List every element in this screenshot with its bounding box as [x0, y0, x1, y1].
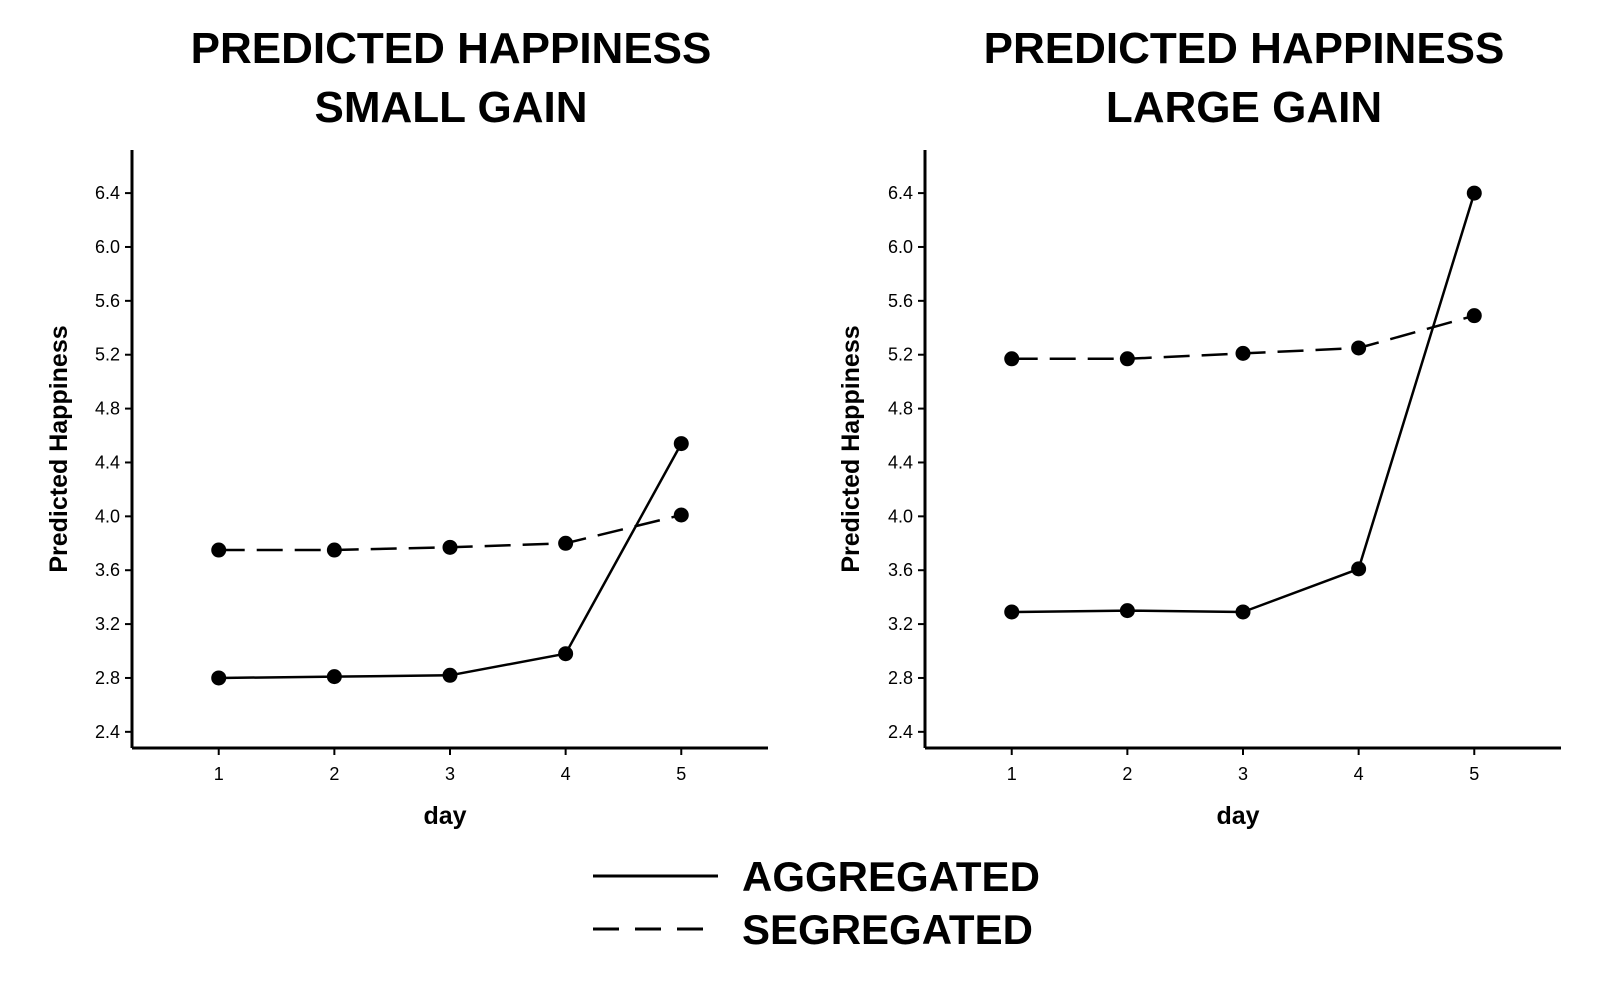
y-tick-label: 5.2 — [95, 345, 120, 365]
chart-small-gain: PREDICTED HAPPINESS SMALL GAIN 2.4 2.8 3.2 3.… — [45, 24, 768, 830]
y-tick-label: 3.6 — [95, 560, 120, 580]
data-point-aggregated — [211, 670, 227, 686]
data-point-segregated — [442, 539, 458, 555]
data-point-segregated — [1004, 351, 1020, 367]
y-tick-label: 5.2 — [888, 345, 913, 365]
chart-title-line: PREDICTED HAPPINESS — [984, 24, 1505, 73]
y-tick-label: 2.4 — [95, 722, 120, 742]
x-tick-label: 1 — [1007, 764, 1017, 784]
y-tick-label: 5.6 — [95, 291, 120, 311]
data-point-aggregated — [1466, 185, 1482, 201]
data-point-segregated — [1466, 308, 1482, 324]
data-point-segregated — [558, 535, 574, 551]
y-tick-label: 3.2 — [95, 614, 120, 634]
legend-label-segregated: SEGREGATED — [742, 906, 1033, 953]
x-tick-label: 2 — [1122, 764, 1132, 784]
x-tick-label: 3 — [1238, 764, 1248, 784]
x-axis-label: day — [423, 802, 466, 830]
data-point-segregated — [1119, 351, 1135, 367]
y-axis-label: Predicted Happiness — [45, 325, 73, 572]
data-point-segregated — [1235, 345, 1251, 361]
series-line-aggregated — [218, 442, 683, 680]
y-tick-label: 6.0 — [95, 237, 120, 257]
y-tick-label: 5.6 — [888, 291, 913, 311]
chart-title-line: PREDICTED HAPPINESS — [191, 24, 712, 73]
y-tick-label: 3.6 — [888, 560, 913, 580]
chart-large-gain: PREDICTED HAPPINESS LARGE GAIN 2.4 2.8 3.2 3.… — [837, 24, 1561, 830]
series-line-aggregated — [1011, 192, 1476, 614]
data-point-aggregated — [1119, 603, 1135, 619]
legend: AGGREGATED SEGREGATED — [593, 853, 1040, 953]
x-axis-label: day — [1216, 802, 1259, 830]
data-point-segregated — [326, 542, 342, 558]
x-tick-label: 4 — [561, 764, 571, 784]
y-tick-label: 6.4 — [95, 183, 120, 203]
y-tick-label: 2.4 — [888, 722, 913, 742]
data-point-aggregated — [558, 646, 574, 662]
y-tick-label: 6.0 — [888, 237, 913, 257]
y-tick-label: 4.0 — [888, 506, 913, 526]
data-point-aggregated — [442, 667, 458, 683]
x-tick-label: 5 — [676, 764, 686, 784]
y-tick-label: 4.8 — [888, 399, 913, 419]
y-tick-label: 2.8 — [95, 668, 120, 688]
data-point-aggregated — [1004, 604, 1020, 620]
x-tick-label: 2 — [329, 764, 339, 784]
data-point-aggregated — [673, 436, 689, 452]
y-tick-label: 4.0 — [95, 506, 120, 526]
y-axis-label: Predicted Happiness — [837, 325, 865, 572]
y-tick-label: 4.4 — [95, 452, 120, 472]
data-point-segregated — [1351, 340, 1367, 356]
data-point-aggregated — [1235, 604, 1251, 620]
y-tick-label: 4.8 — [95, 399, 120, 419]
data-point-segregated — [211, 542, 227, 558]
y-tick-label: 6.4 — [888, 183, 913, 203]
legend-label-aggregated: AGGREGATED — [742, 853, 1040, 900]
x-tick-label: 4 — [1354, 764, 1364, 784]
chart-title-line: LARGE GAIN — [1106, 83, 1382, 132]
x-tick-label: 3 — [445, 764, 455, 784]
y-tick-label: 2.8 — [888, 668, 913, 688]
y-tick-label: 4.4 — [888, 452, 913, 472]
data-point-segregated — [673, 507, 689, 523]
data-point-aggregated — [326, 669, 342, 685]
x-tick-label: 5 — [1469, 764, 1479, 784]
data-point-aggregated — [1351, 561, 1367, 577]
chart-title-line: SMALL GAIN — [315, 83, 588, 132]
x-tick-label: 1 — [214, 764, 224, 784]
y-tick-label: 3.2 — [888, 614, 913, 634]
